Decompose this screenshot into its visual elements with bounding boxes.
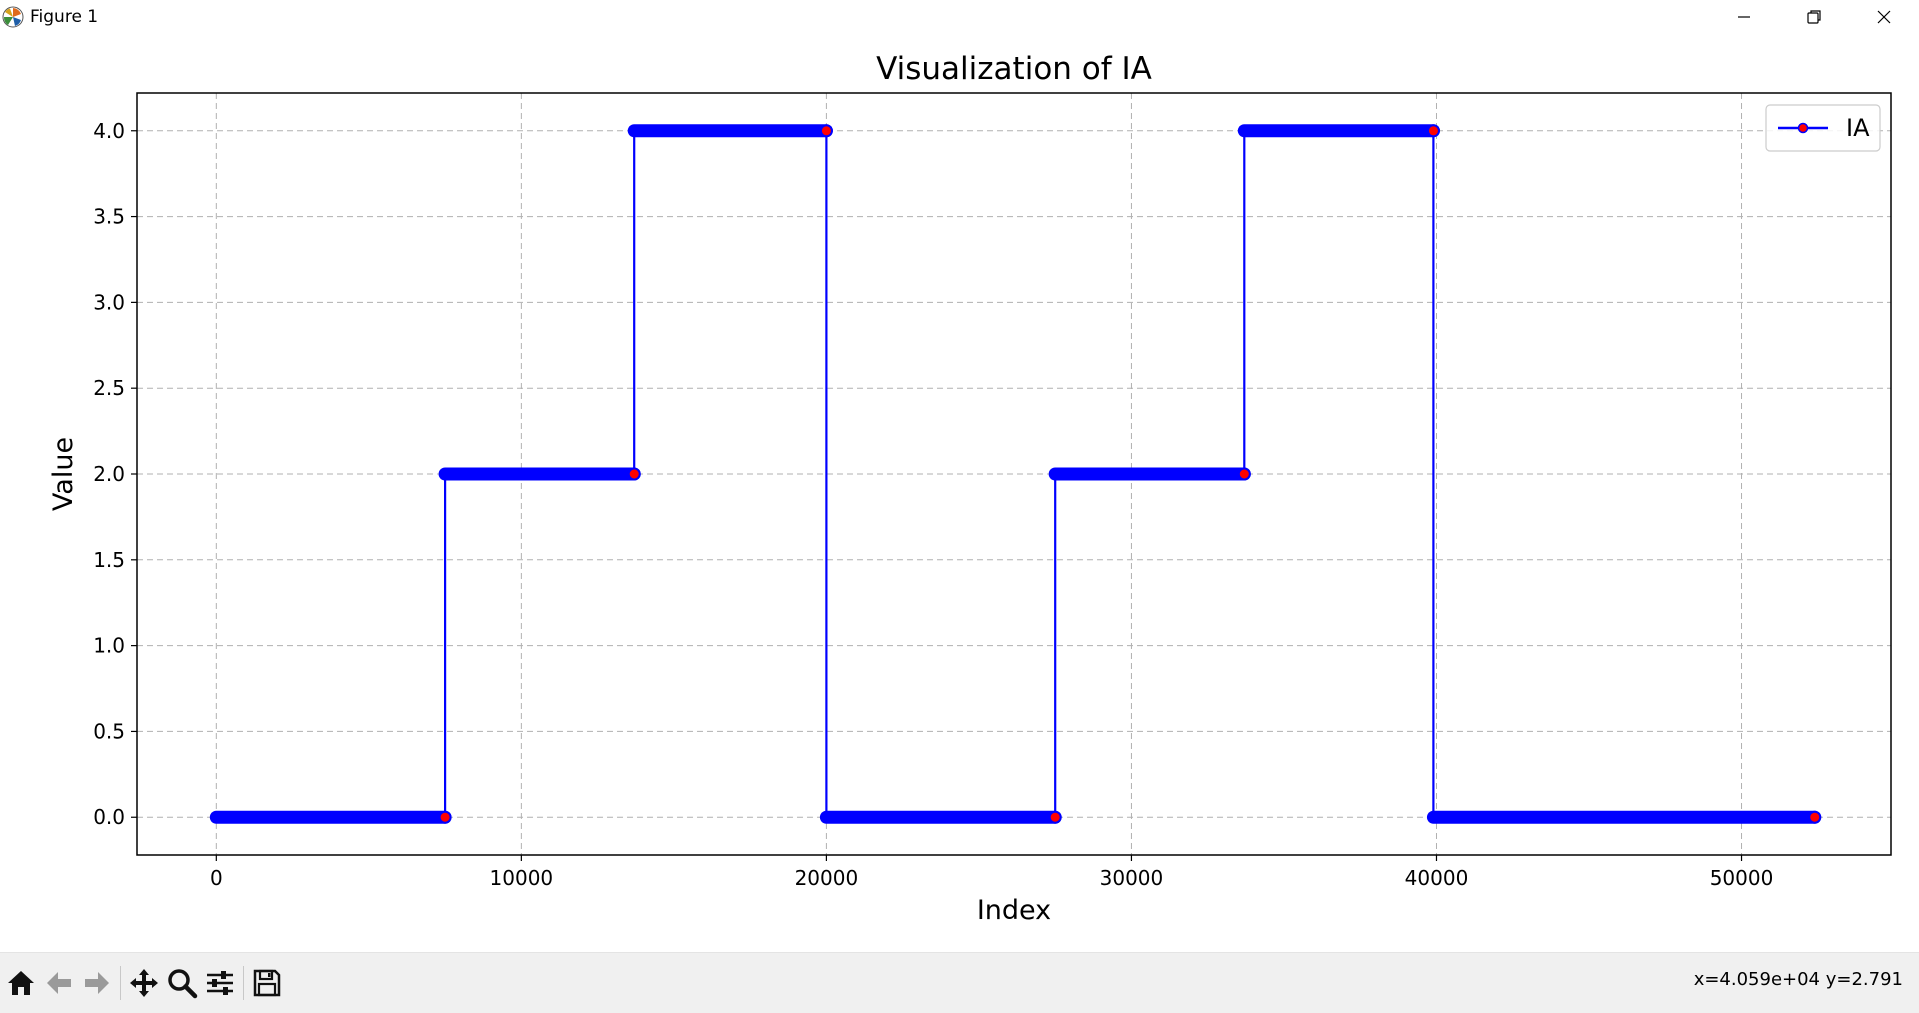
y-tick-label: 1.0 bbox=[93, 634, 125, 658]
y-tick-label: 2.5 bbox=[93, 376, 125, 400]
series-point bbox=[1237, 467, 1251, 481]
x-tick-label: 10000 bbox=[490, 866, 554, 890]
pan-button[interactable] bbox=[125, 963, 163, 1003]
window-title: Figure 1 bbox=[30, 7, 99, 27]
floppy-icon bbox=[253, 969, 281, 997]
arrow-left-icon bbox=[47, 972, 71, 994]
minimize-button[interactable] bbox=[1709, 0, 1779, 34]
window-titlebar: Figure 1 bbox=[0, 0, 1919, 34]
forward-button[interactable] bbox=[78, 963, 116, 1003]
arrow-right-icon bbox=[85, 972, 109, 994]
series-line-ia bbox=[216, 129, 1815, 819]
cursor-coordinates: x=4.059e+04 y=2.791 bbox=[1693, 969, 1903, 990]
x-tick-label: 50000 bbox=[1710, 866, 1774, 890]
x-tick-label: 40000 bbox=[1405, 866, 1469, 890]
series-point bbox=[627, 467, 641, 481]
restore-icon bbox=[1807, 10, 1821, 24]
sliders-icon bbox=[207, 971, 233, 995]
x-tick-label: 0 bbox=[210, 866, 223, 890]
close-button[interactable] bbox=[1849, 0, 1919, 34]
back-button[interactable] bbox=[40, 963, 78, 1003]
y-tick-label: 0.0 bbox=[93, 805, 125, 829]
home-icon bbox=[8, 971, 34, 995]
configure-subplots-button[interactable] bbox=[201, 963, 239, 1003]
series-point bbox=[819, 124, 833, 138]
chart[interactable]: 0 10000 20000 30000 40000 50000 0.0 0.5 1.0 1.5 2.… bbox=[0, 34, 1919, 952]
y-tick-label: 3.0 bbox=[93, 290, 125, 314]
restore-button[interactable] bbox=[1779, 0, 1849, 34]
close-icon bbox=[1877, 10, 1891, 24]
window-controls bbox=[1709, 0, 1919, 34]
matplotlib-icon bbox=[2, 6, 24, 28]
series-point bbox=[1808, 810, 1822, 824]
y-tick-label: 3.5 bbox=[93, 205, 125, 229]
series-point bbox=[438, 810, 452, 824]
legend-entry-ia: IA bbox=[1846, 114, 1870, 142]
home-button[interactable] bbox=[2, 963, 40, 1003]
series-layer bbox=[209, 124, 1822, 824]
zoom-button[interactable] bbox=[163, 963, 201, 1003]
series-point bbox=[1048, 810, 1062, 824]
legend[interactable]: IA bbox=[1765, 104, 1881, 152]
y-tick-label: 0.5 bbox=[93, 719, 125, 743]
x-tick-label: 20000 bbox=[795, 866, 859, 890]
chart-title: Visualization of IA bbox=[876, 51, 1152, 87]
move-icon bbox=[130, 969, 158, 997]
y-tick-label: 2.0 bbox=[93, 462, 125, 486]
y-axis-label: Value bbox=[48, 437, 79, 511]
series-point bbox=[1426, 124, 1440, 138]
toolbar-separator bbox=[243, 966, 244, 1000]
x-tick-label: 30000 bbox=[1100, 866, 1164, 890]
x-axis-label: Index bbox=[977, 895, 1051, 926]
ticks: 0 10000 20000 30000 40000 50000 0.0 0.5 1.0 1.5 2.… bbox=[93, 119, 1773, 890]
figure-canvas[interactable]: 0 10000 20000 30000 40000 50000 0.0 0.5 1.0 1.5 2.… bbox=[0, 34, 1919, 952]
toolbar-separator bbox=[120, 966, 121, 1000]
navigation-toolbar: x=4.059e+04 y=2.791 bbox=[0, 952, 1919, 1013]
y-tick-label: 1.5 bbox=[93, 548, 125, 572]
zoom-icon bbox=[168, 969, 198, 999]
minimize-icon bbox=[1738, 16, 1750, 18]
legend-marker-sample bbox=[1797, 122, 1809, 134]
y-tick-label: 4.0 bbox=[93, 119, 125, 143]
grid bbox=[137, 93, 1891, 855]
save-button[interactable] bbox=[248, 963, 286, 1003]
